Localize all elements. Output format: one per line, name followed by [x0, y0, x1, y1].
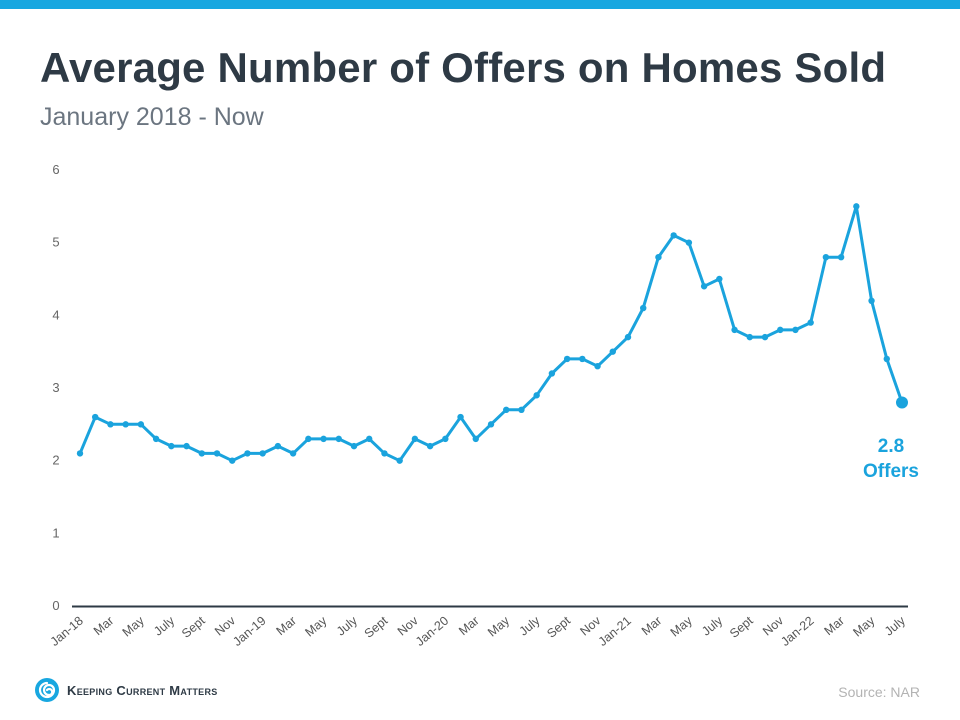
x-tick-label: Sept	[544, 613, 573, 641]
data-point	[640, 304, 647, 312]
y-tick-label: 5	[52, 235, 59, 250]
data-point	[305, 435, 312, 443]
data-point	[609, 348, 616, 355]
x-tick-label: May	[850, 613, 878, 639]
data-point	[716, 275, 723, 283]
annotation-label: Offers	[863, 461, 919, 482]
data-point	[487, 421, 495, 428]
source-note: Source: NAR	[838, 684, 920, 700]
data-point	[122, 421, 129, 428]
x-tick-label: May	[485, 613, 513, 639]
data-point	[350, 442, 358, 450]
x-tick-label: July	[517, 613, 544, 638]
data-point	[563, 355, 571, 363]
chart-subtitle: January 2018 - Now	[40, 103, 264, 131]
x-tick-label: Jan-21	[596, 614, 634, 649]
x-tick-label: Jan-18	[48, 614, 86, 649]
data-point	[198, 450, 205, 457]
x-tick-label: July	[334, 613, 361, 638]
data-point	[442, 435, 449, 443]
x-tick-label: Mar	[456, 614, 481, 639]
data-point	[335, 435, 342, 443]
data-point	[883, 355, 890, 363]
top-accent-bar	[0, 0, 960, 9]
data-point	[807, 319, 814, 326]
data-point	[655, 254, 662, 261]
data-point	[746, 333, 753, 341]
data-point	[777, 326, 784, 334]
x-tick-label: Jan-20	[413, 614, 451, 649]
data-point	[594, 363, 601, 370]
data-point	[396, 457, 403, 464]
x-tick-label: July	[882, 613, 909, 638]
data-point	[229, 457, 236, 464]
x-tick-label: May	[302, 613, 330, 639]
data-point	[472, 435, 479, 443]
x-tick-label: Mar	[639, 614, 664, 639]
y-tick-label: 0	[52, 598, 59, 613]
y-axis: 0 1 2 3 4 5 6	[52, 162, 59, 613]
data-point	[259, 450, 266, 457]
data-point	[152, 435, 160, 443]
x-tick-label: May	[120, 613, 148, 639]
y-tick-label: 2	[52, 453, 59, 468]
data-point	[868, 297, 875, 304]
x-tick-label: Mar	[91, 614, 116, 639]
annotation-value: 2.8	[878, 436, 904, 457]
data-point	[366, 435, 373, 443]
data-point	[853, 203, 860, 210]
data-point	[289, 450, 297, 457]
x-tick-label: Sept	[179, 613, 208, 641]
x-tick-label: Mar	[822, 614, 847, 639]
data-point	[92, 413, 99, 421]
x-tick-label: Jan-19	[230, 614, 268, 649]
data-point	[518, 406, 525, 413]
data-point	[700, 283, 708, 290]
data-point	[168, 442, 175, 450]
x-tick-label: July	[151, 613, 178, 638]
data-point	[548, 370, 556, 377]
x-tick-label: May	[668, 613, 696, 639]
data-point	[381, 450, 388, 457]
data-point	[426, 442, 434, 450]
data-point	[761, 333, 769, 341]
y-tick-label: 6	[52, 162, 59, 177]
data-point	[274, 442, 282, 450]
data-point	[670, 232, 677, 239]
brand-name: Keeping Current Matters	[67, 682, 218, 698]
data-point-latest	[896, 396, 908, 409]
data-point	[822, 254, 830, 261]
x-tick-label: Sept	[362, 613, 391, 641]
x-tick-label: Sept	[727, 613, 756, 641]
data-point	[213, 450, 221, 457]
data-point	[107, 421, 114, 428]
data-point	[731, 326, 738, 334]
chart-title: Average Number of Offers on Homes Sold	[40, 44, 887, 91]
x-tick-label: Jan-22	[778, 614, 816, 649]
x-tick-label: July	[699, 613, 726, 638]
data-point	[320, 435, 327, 443]
data-point	[837, 254, 845, 261]
data-point	[503, 406, 510, 413]
y-tick-label: 3	[52, 380, 59, 395]
y-tick-label: 4	[52, 307, 59, 322]
data-point	[137, 421, 145, 428]
x-tick-label: Mar	[274, 614, 299, 639]
data-point	[685, 239, 693, 246]
data-point	[244, 450, 251, 457]
spiral-swirl-icon	[35, 678, 59, 702]
data-point	[411, 435, 419, 443]
data-point	[579, 355, 586, 363]
data-point	[792, 326, 799, 334]
data-point	[533, 392, 540, 399]
y-tick-label: 1	[52, 525, 59, 540]
brand-logo: Keeping Current Matters	[34, 677, 218, 703]
data-point	[183, 442, 190, 450]
data-points	[76, 203, 908, 464]
data-point	[457, 413, 464, 421]
data-point	[76, 450, 84, 457]
data-point	[624, 333, 632, 341]
